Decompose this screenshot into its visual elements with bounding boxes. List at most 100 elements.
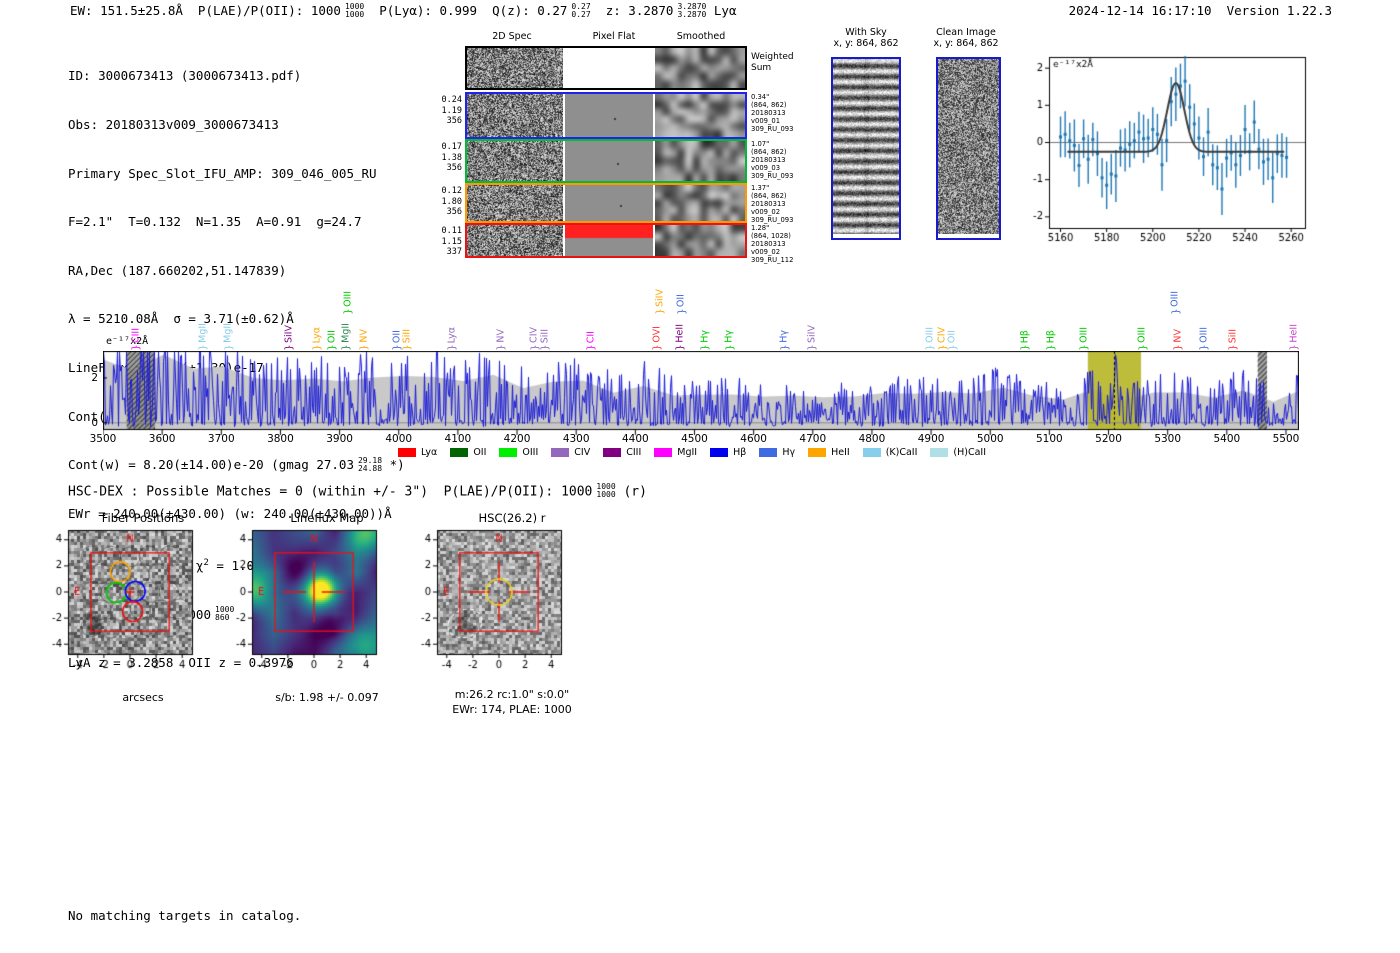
info-cont-w: Cont(w) = 8.20(±14.00)e-20 (gmag 27.03 29… <box>68 455 405 473</box>
legend-item-OIII: OIII <box>499 447 538 458</box>
header-ew: EW: 151.5±25.8Å P(LAE)/P(OII): 1000 <box>70 3 341 18</box>
emission-line-label-OIII: OIII{ <box>1198 327 1210 351</box>
emission-line-label-SiIV: SiIV{ <box>654 289 666 315</box>
spec2d-row-right-labels: 0.34" (864, 862) 20180313 v009_01 309_RU_093 <box>751 93 794 133</box>
pixelflat-image <box>565 141 653 181</box>
spectrum-xtick-label: 4600 <box>740 433 767 445</box>
clean-image <box>936 57 1001 240</box>
withsky-image <box>831 57 901 240</box>
spectrum-xtick-label: 4200 <box>503 433 531 445</box>
spectrum-xtick-label: 3900 <box>326 433 353 445</box>
emission-line-label-Hβ: Hβ{ <box>1019 329 1031 351</box>
emission-line-label-OIII: OIII{ <box>924 327 936 351</box>
spectrum-units-label: e⁻¹⁷x2Å <box>106 336 149 347</box>
spectrum-xtick-label: 3800 <box>267 433 294 445</box>
fiber-positions-title: Fiber Positions <box>101 511 185 525</box>
emission-line-label-SiII: SiII{ <box>539 328 551 351</box>
spectrum-xtick-label: 3600 <box>148 433 176 445</box>
emission-line-label-SiIV: SiIV{ <box>806 325 818 351</box>
emission-line-label-SiII: SiII{ <box>1227 328 1239 351</box>
gmag-fraction: 29.18 24.88 <box>357 455 383 473</box>
spec2d-row-left-labels: 0.12 1.80 356 <box>441 186 462 217</box>
spec2d-row-left-labels: 0.11 1.15 337 <box>441 226 462 257</box>
spectrum-xtick-label: 5500 <box>1272 433 1300 445</box>
spectrum-xtick-label: 4900 <box>917 433 945 445</box>
col-header-pixelflat: Pixel Flat <box>592 31 636 42</box>
legend-item-(H)CaII: (H)CaII <box>930 447 986 458</box>
spec2d-row-right-labels: 1.07" (864, 862) 20180313 v009_03 309_RU_093 <box>751 140 794 180</box>
spec2d-row-right-labels: Weighted Sum <box>751 52 794 73</box>
spec2d-row-left-labels: 0.24 1.19 356 <box>441 95 462 126</box>
spectrum-xtick-label: 4500 <box>681 433 708 445</box>
withsky-title: With Sky x, y: 864, 862 <box>833 27 899 49</box>
emission-line-label-HeII: HeII{ <box>674 324 686 351</box>
qz-fraction: 0.27 0.27 <box>571 1 591 19</box>
legend-swatch <box>499 448 518 457</box>
pixelflat-image <box>565 185 653 221</box>
smoothed-image <box>655 141 745 181</box>
spec2d-image <box>467 141 563 181</box>
emission-line-label-Hγ: Hγ{ <box>723 330 735 351</box>
spec2d-row <box>465 92 747 139</box>
legend-item-OII: OII <box>450 447 486 458</box>
legend-item-Lyα: Lyα <box>398 447 437 458</box>
legend-item-Hβ: Hβ <box>710 447 746 458</box>
info-wavelength: λ = 5210.08Å σ = 3.71(±0.62)Å <box>68 311 294 327</box>
spec2d-row <box>465 139 747 183</box>
lineflux-xlabel: s/b: 1.98 +/- 0.097 <box>275 691 379 704</box>
full-spectrum-plot <box>103 351 1299 437</box>
legend-swatch <box>759 448 778 457</box>
spectrum-xtick-label: 3700 <box>207 433 235 445</box>
spectrum-xtick-label: 4100 <box>444 433 472 445</box>
legend-item-CIV: CIV <box>551 447 590 458</box>
header-timestamp-version: 2024-12-14 16:17:10 Version 1.22.3 <box>1068 3 1332 18</box>
smoothed-image <box>655 94 745 137</box>
catalog-note: No matching targets in catalog. Row inte… <box>68 876 301 953</box>
legend-swatch <box>450 448 469 457</box>
emission-line-label-OIII: OIII{ <box>1136 327 1148 351</box>
legend-item-(K)CaII: (K)CaII <box>862 447 917 458</box>
legend-swatch <box>551 448 570 457</box>
emission-line-label-MgII: MgII{ <box>222 323 234 351</box>
col-header-smoothed: Smoothed <box>676 31 726 42</box>
legend-swatch <box>603 448 622 457</box>
spectrum-xtick-label: 5000 <box>976 433 1004 445</box>
emission-line-label-HeII: HeII{ <box>1288 324 1300 351</box>
legend-item-CIII: CIII <box>603 447 641 458</box>
spec2d-row-right-labels: 1.37" (864, 862) 20180313 v009_02 309_RU_093 <box>751 184 794 224</box>
spectrum-xtick-label: 4000 <box>385 433 413 445</box>
spec2d-row <box>465 223 747 258</box>
catalog-note-line1: No matching targets in catalog. <box>68 908 302 924</box>
legend-swatch <box>654 448 673 457</box>
emission-line-label-Lyα: Lyα{ <box>311 326 323 351</box>
smoothed-image <box>655 185 745 221</box>
info-id: ID: 3000673413 (3000673413.pdf) <box>68 68 302 84</box>
emission-line-label-OVI: OVI{ <box>651 326 663 351</box>
spec2d-image <box>467 185 563 221</box>
spectrum-xtick-label: 4700 <box>799 433 827 445</box>
emission-line-label-OII: OII{ <box>675 293 687 315</box>
spectrum-ytick-label: 0 <box>91 416 98 429</box>
info-ewr: EWr = 240.00(±430.00) (w: 240.00(±430.00… <box>68 506 392 522</box>
emission-line-label-NV: NV{ <box>1172 329 1184 351</box>
spectrum-xtick-label: 4400 <box>621 433 649 445</box>
legend-swatch <box>862 448 881 457</box>
header-summary: EW: 151.5±25.8Å P(LAE)/P(OII): 1000 1000 1… <box>70 1 737 19</box>
hsc-xlabel-2: EWr: 174, PLAE: 1000 <box>452 703 572 716</box>
smoothed-image <box>655 48 745 88</box>
spec2d-image <box>467 94 563 137</box>
spectrum-xtick-label: 5200 <box>1095 433 1122 445</box>
smoothed-image <box>655 225 745 256</box>
emission-line-label-OIII: OIII{ <box>1078 327 1090 351</box>
emission-line-label-SiIV: SiIV{ <box>283 325 295 351</box>
emission-line-label-NV: NV{ <box>358 329 370 351</box>
info-obs: Obs: 20180313v009_3000673413 <box>68 117 279 133</box>
col-header-2dspec: 2D Spec <box>492 31 532 42</box>
spectrum-xtick-label: 5100 <box>1036 433 1063 445</box>
hsc-dex-line: HSC-DEX : Possible Matches = 0 (within +… <box>68 482 647 500</box>
hsc-cutout-title: HSC(26.2) r <box>478 511 546 525</box>
legend-swatch <box>398 448 416 457</box>
emission-line-label-CIII: CIII{ <box>130 327 142 351</box>
emission-line-label-CII: CII{ <box>585 330 597 351</box>
